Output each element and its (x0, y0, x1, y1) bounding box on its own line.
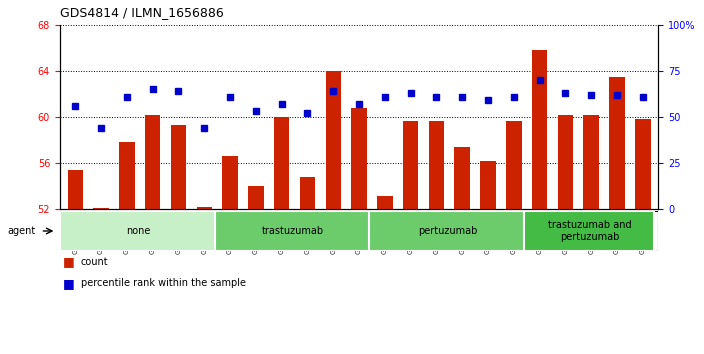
Text: percentile rank within the sample: percentile rank within the sample (81, 278, 246, 288)
Bar (145, 114, 161, 209)
Bar (370, 211, 525, 251)
Text: agent: agent (7, 226, 35, 236)
Bar (325, 71, 341, 209)
Bar (455, 147, 470, 209)
Bar (524, 211, 655, 251)
Bar (248, 186, 263, 209)
Bar (274, 117, 289, 209)
Bar (635, 119, 650, 209)
Bar (300, 177, 315, 209)
Bar (94, 208, 109, 209)
Bar (222, 156, 238, 209)
Bar (506, 121, 522, 209)
Bar (171, 125, 187, 209)
Bar (196, 206, 212, 209)
Bar (377, 196, 393, 209)
Text: pertuzumab: pertuzumab (418, 226, 478, 236)
Bar (558, 114, 573, 209)
Text: ■: ■ (63, 256, 75, 268)
Text: GDS4814 / ILMN_1656886: GDS4814 / ILMN_1656886 (60, 6, 224, 18)
Text: none: none (126, 226, 151, 236)
Bar (403, 121, 418, 209)
Bar (351, 108, 367, 209)
Bar (429, 121, 444, 209)
Bar (532, 50, 547, 209)
Bar (60, 211, 216, 251)
Bar (215, 211, 370, 251)
Bar (119, 142, 134, 209)
Text: ■: ■ (63, 277, 75, 290)
Bar (68, 170, 83, 209)
Text: count: count (81, 257, 108, 267)
Bar (584, 114, 599, 209)
Text: trastuzumab: trastuzumab (262, 226, 325, 236)
Text: trastuzumab and
pertuzumab: trastuzumab and pertuzumab (548, 220, 631, 242)
Bar (609, 76, 624, 209)
Bar (480, 161, 496, 209)
